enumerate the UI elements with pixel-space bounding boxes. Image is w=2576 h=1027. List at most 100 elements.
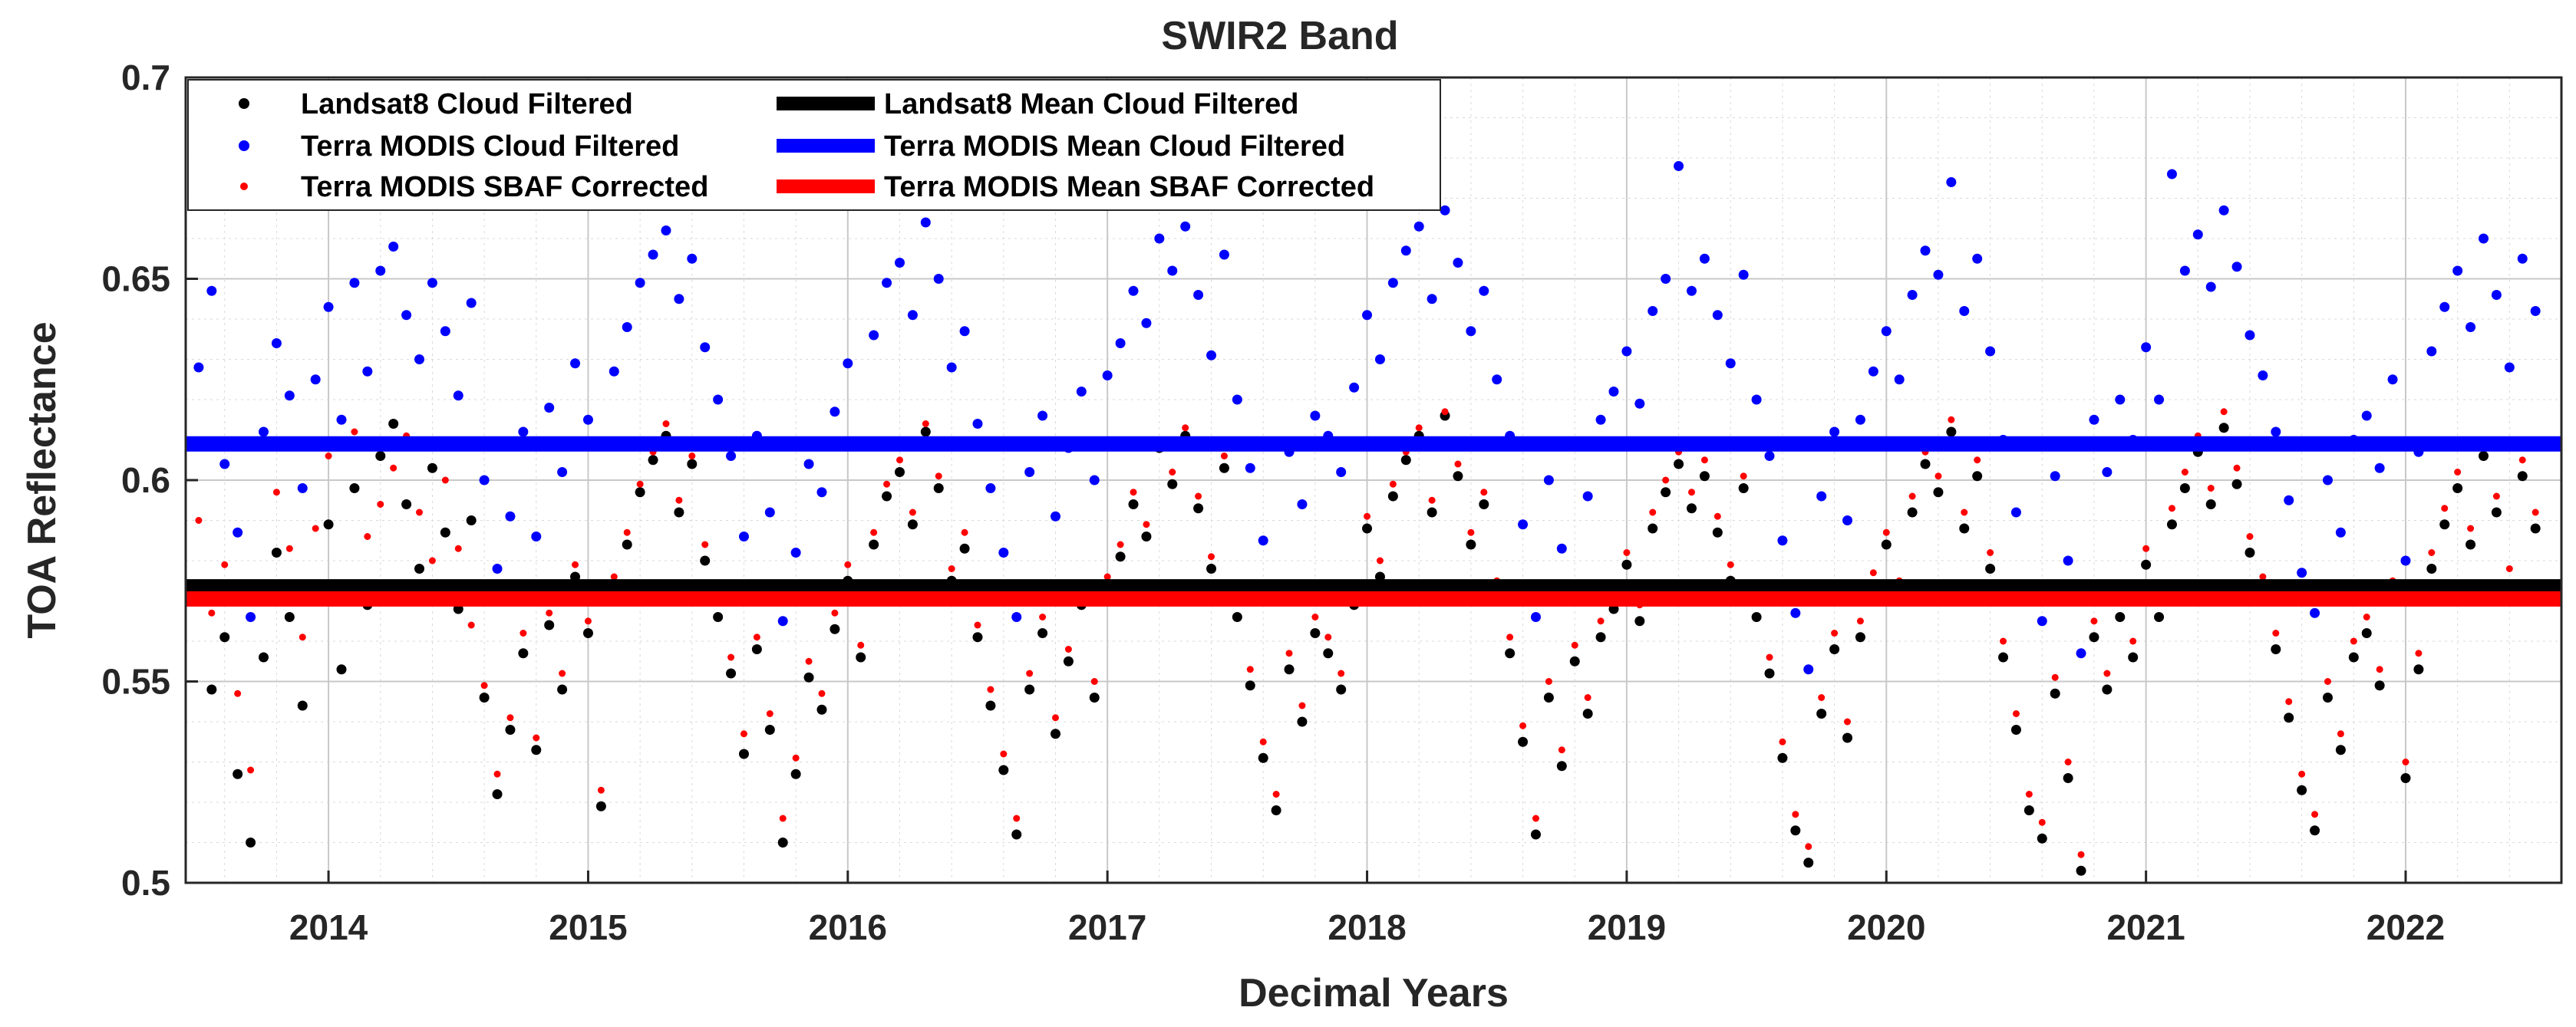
terra-modis-sbaf-corrected-point [1856,617,1864,625]
landsat8-cloud-filtered-point [2374,680,2385,691]
terra-modis-cloud-filtered-point [388,242,399,252]
landsat8-cloud-filtered-point [1505,648,1516,659]
terra-modis-cloud-filtered-point [2245,330,2255,341]
landsat8-cloud-filtered-point [2348,652,2359,663]
landsat8-cloud-filtered-point [2284,713,2294,723]
terra-modis-sbaf-corrected-point [1727,561,1734,568]
legend-marker-terra-modis-sbaf-corrected [240,183,248,190]
terra-modis-cloud-filtered-point [414,354,425,364]
terra-modis-sbaf-corrected-point [2220,408,2228,416]
terra-modis-sbaf-corrected-point [727,653,735,661]
landsat8-cloud-filtered-point [284,612,295,622]
terra-modis-sbaf-corrected-point [480,682,488,690]
terra-modis-sbaf-corrected-point [1441,408,1449,416]
terra-modis-sbaf-corrected-point [2492,492,2500,500]
landsat8-cloud-filtered-point [1751,612,1762,622]
terra-modis-sbaf-corrected-point [1662,476,1670,484]
landsat8-cloud-filtered-point [401,499,412,509]
legend: Landsat8 Cloud Filtered Terra MODIS Cloud… [187,79,1441,211]
terra-modis-sbaf-corrected-point [2038,818,2046,826]
terra-modis-sbaf-corrected-point [2415,650,2423,657]
terra-modis-cloud-filtered-point [2231,262,2242,272]
terra-modis-sbaf-corrected-point [1545,678,1552,685]
landsat8-cloud-filtered-point [1985,564,1996,574]
terra-modis-cloud-filtered-point [1193,290,1204,300]
terra-modis-cloud-filtered-point [1024,467,1035,477]
terra-modis-cloud-filtered-point [1374,354,1385,364]
terra-modis-sbaf-corrected-point [844,561,852,568]
terra-modis-cloud-filtered-point [336,414,347,425]
terra-modis-cloud-filtered-point [2310,607,2320,618]
terra-modis-sbaf-corrected-point [584,617,592,625]
terra-modis-cloud-filtered-point [2076,648,2086,659]
terra-modis-cloud-filtered-point [2192,229,2203,240]
terra-modis-cloud-filtered-point [2400,555,2411,566]
terra-modis-cloud-filtered-point [219,459,230,469]
terra-modis-sbaf-corrected-point [1792,811,1799,818]
terra-modis-cloud-filtered-point [492,564,503,574]
terra-modis-sbaf-corrected-point [2272,630,2280,637]
terra-modis-cloud-filtered-point [2166,169,2177,179]
legend-marker-landsat8-cloud-filtered [239,98,249,109]
terra-modis-cloud-filtered-point [998,548,1009,558]
terra-modis-cloud-filtered-point [1167,265,1178,276]
landsat8-cloud-filtered-point [1024,684,1035,695]
terra-modis-sbaf-corrected-point [2025,791,2033,798]
landsat8-cloud-filtered-point [1907,507,1918,518]
terra-modis-sbaf-corrected-point [2311,811,2319,818]
landsat8-cloud-filtered-point [531,745,542,755]
terra-modis-sbaf-corrected-point [1415,424,1423,432]
terra-modis-cloud-filtered-point [1751,394,1762,405]
terra-modis-sbaf-corrected-point [2012,710,2020,717]
landsat8-cloud-filtered-point [1206,564,1217,574]
landsat8-cloud-filtered-point [1648,523,1658,534]
terra-modis-sbaf-corrected-point [2077,851,2085,858]
terra-modis-sbaf-corrected-point [740,730,747,738]
landsat8-cloud-filtered-point [271,548,282,558]
terra-modis-sbaf-corrected-point [285,545,293,552]
terra-modis-sbaf-corrected-point [1454,460,1462,468]
terra-modis-sbaf-corrected-point [922,420,929,427]
terra-modis-cloud-filtered-point [2466,322,2476,332]
terra-modis-cloud-filtered-point [933,274,944,284]
landsat8-cloud-filtered-point [466,515,477,525]
landsat8-cloud-filtered-point [2205,499,2216,509]
terra-modis-sbaf-corrected-point [1220,453,1228,459]
terra-modis-sbaf-corrected-point [1740,472,1747,480]
landsat8-cloud-filtered-point [414,564,425,574]
landsat8-cloud-filtered-point [2310,825,2320,836]
landsat8-cloud-filtered-point [1051,729,1061,739]
terra-modis-cloud-filtered-point [985,483,996,493]
x-axis-label: Decimal Years [1239,971,1509,1015]
landsat8-cloud-filtered-point [2037,833,2047,844]
terra-modis-sbaf-corrected-point [208,609,216,617]
terra-modis-cloud-filtered-point [375,265,386,276]
landsat8-cloud-filtered-point [1803,857,1814,868]
terra-modis-cloud-filtered-point [1466,326,1476,337]
terra-modis-sbaf-corrected-point [870,528,878,536]
terra-modis-cloud-filtered-point [1816,491,1827,502]
terra-modis-sbaf-corrected-point [2259,573,2267,581]
terra-modis-sbaf-corrected-point [2142,545,2150,552]
terra-modis-cloud-filtered-point [2115,394,2126,405]
landsat8-cloud-filtered-point [1634,616,1645,627]
landsat8-cloud-filtered-point [1777,752,1788,763]
y-tick-label: 0.55 [101,662,170,702]
terra-modis-cloud-filtered-point [362,366,373,377]
terra-modis-cloud-filtered-point [764,507,775,518]
terra-modis-cloud-filtered-point [1115,338,1126,348]
terra-modis-cloud-filtered-point [1245,462,1255,473]
terra-modis-sbaf-corrected-point [2051,673,2059,681]
legend-marker-terra-modis-cloud-filtered [239,140,249,151]
landsat8-cloud-filtered-point [1115,551,1126,562]
terra-modis-sbaf-corrected-point [1090,678,1098,685]
landsat8-cloud-filtered-point [1764,668,1775,679]
terra-modis-sbaf-corrected-point [779,815,787,822]
terra-modis-sbaf-corrected-point [298,634,306,641]
landsat8-cloud-filtered-point [2400,773,2411,783]
landsat8-cloud-filtered-point [882,491,892,502]
terra-modis-sbaf-corrected-point [454,545,462,552]
terra-modis-cloud-filtered-point [271,338,282,348]
terra-modis-sbaf-corrected-point [1818,694,1826,701]
terra-modis-sbaf-corrected-point [792,754,800,762]
